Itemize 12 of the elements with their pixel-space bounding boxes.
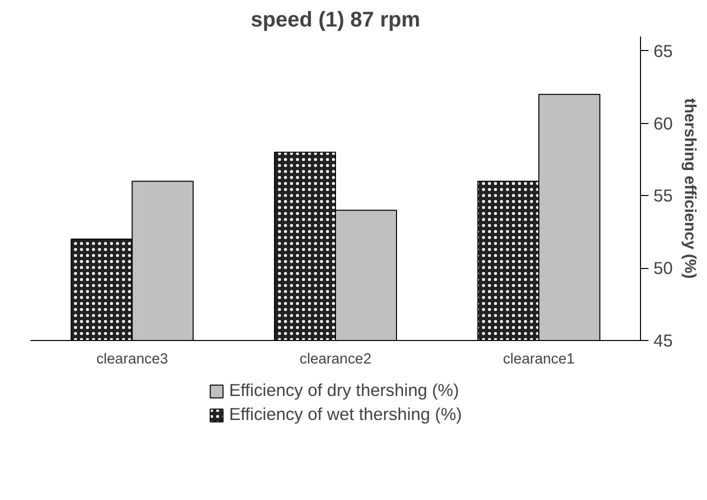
chart-title: speed (1) 87 rpm	[250, 8, 420, 32]
x-tick-label: clearance1	[502, 352, 575, 368]
x-tick-label: clearance2	[300, 352, 372, 368]
x-tick-label: clearance3	[96, 352, 168, 368]
y-tick-label: 50	[654, 258, 673, 278]
y-tick-label: 55	[654, 186, 673, 206]
y-tick-label: 60	[654, 113, 673, 134]
legend-label: Efficiency of wet thershing (%)	[229, 404, 462, 425]
legend-label: Efficiency of dry thershing (%)	[229, 380, 459, 401]
y-tick-label: 45	[654, 330, 673, 350]
y-tick-label: 65	[654, 40, 673, 61]
y-axis-title: thershing efficiency (%)	[680, 98, 698, 279]
